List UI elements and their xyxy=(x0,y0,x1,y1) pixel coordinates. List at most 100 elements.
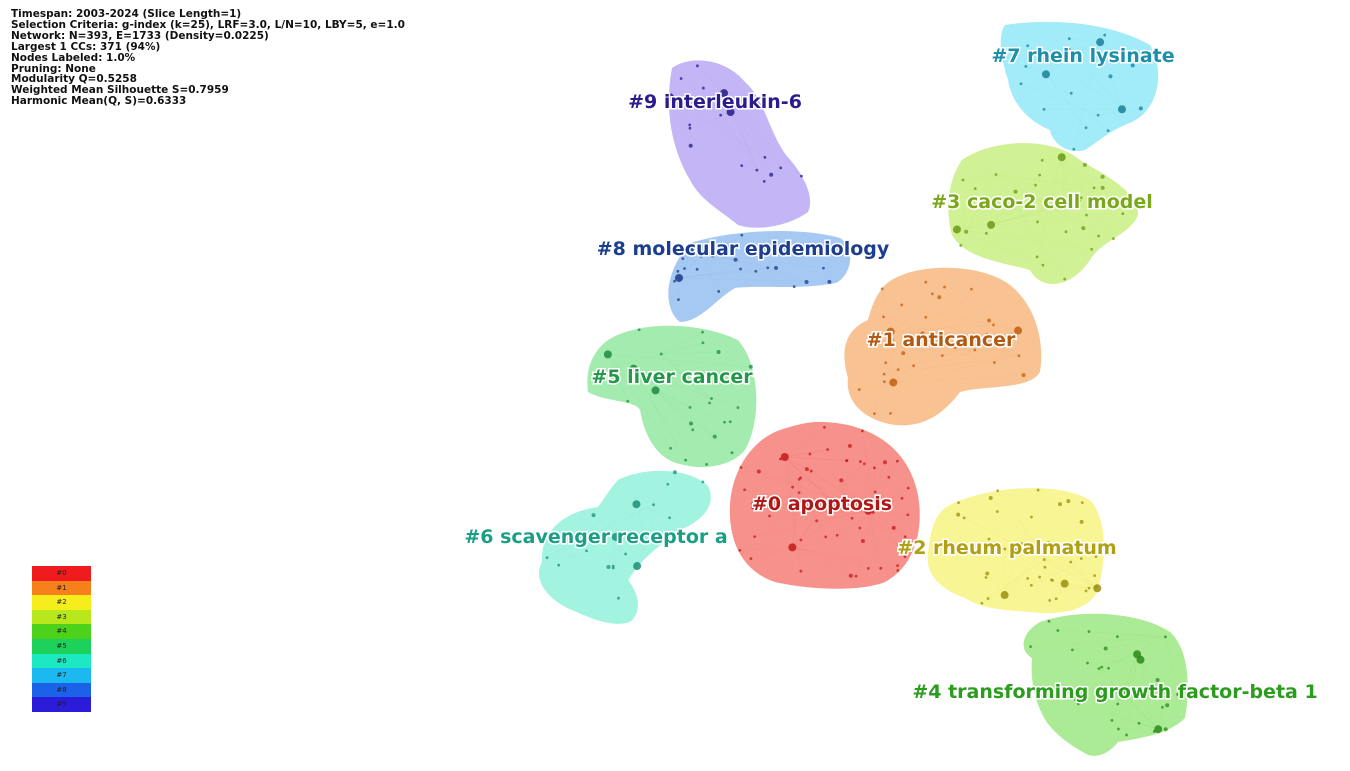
network-node[interactable] xyxy=(800,174,803,178)
network-node[interactable] xyxy=(1084,589,1088,593)
cluster-2-label[interactable]: #2 rheum palmatum xyxy=(896,536,1118,561)
network-node[interactable] xyxy=(1096,113,1100,117)
cluster-9-label[interactable]: #9 interleukin-6 xyxy=(627,90,804,115)
network-node[interactable] xyxy=(673,279,676,283)
network-node[interactable] xyxy=(956,512,961,517)
network-node[interactable] xyxy=(1084,126,1088,130)
network-node[interactable] xyxy=(753,535,757,539)
network-node[interactable] xyxy=(1043,565,1047,569)
network-node[interactable] xyxy=(1072,147,1076,151)
network-node[interactable] xyxy=(632,500,641,509)
network-node[interactable] xyxy=(665,93,674,102)
network-node[interactable] xyxy=(1036,220,1039,224)
network-node[interactable] xyxy=(755,168,759,172)
network-node[interactable] xyxy=(895,459,899,463)
network-node[interactable] xyxy=(1050,196,1054,199)
network-node[interactable] xyxy=(683,267,686,270)
network-node[interactable] xyxy=(903,555,907,559)
network-node[interactable] xyxy=(1056,692,1060,696)
network-node[interactable] xyxy=(1029,645,1032,649)
cluster-3-label[interactable]: #3 caco-2 cell model xyxy=(930,190,1155,215)
network-node[interactable] xyxy=(1112,237,1115,241)
network-node[interactable] xyxy=(751,505,756,510)
network-node[interactable] xyxy=(858,498,862,502)
network-node[interactable] xyxy=(995,510,999,513)
network-node[interactable] xyxy=(896,368,900,372)
network-node[interactable] xyxy=(1086,661,1089,665)
network-node[interactable] xyxy=(688,126,692,130)
network-node[interactable] xyxy=(996,489,1000,493)
network-node[interactable] xyxy=(900,303,904,307)
network-node[interactable] xyxy=(903,535,907,539)
network-node[interactable] xyxy=(1030,515,1033,519)
network-node[interactable] xyxy=(1041,70,1050,79)
network-node[interactable] xyxy=(896,564,899,568)
network-node[interactable] xyxy=(799,569,803,573)
network-node[interactable] xyxy=(1034,183,1037,187)
network-node[interactable] xyxy=(984,576,988,579)
network-node[interactable] xyxy=(688,406,692,409)
network-node[interactable] xyxy=(829,246,833,250)
network-node[interactable] xyxy=(973,187,977,190)
network-node[interactable] xyxy=(701,341,705,345)
network-node[interactable] xyxy=(1107,666,1110,670)
cluster-7-label[interactable]: #7 rhein lysinate xyxy=(990,44,1176,69)
network-node[interactable] xyxy=(988,496,993,501)
network-node[interactable] xyxy=(839,478,844,483)
network-node[interactable] xyxy=(1067,37,1071,41)
network-node[interactable] xyxy=(850,516,854,520)
network-node[interactable] xyxy=(873,490,877,494)
network-node[interactable] xyxy=(882,380,886,384)
network-node[interactable] xyxy=(952,225,961,234)
cluster-1-label[interactable]: #1 anticancer xyxy=(865,328,1017,353)
network-node[interactable] xyxy=(1097,234,1101,238)
network-node[interactable] xyxy=(1014,326,1023,335)
network-node[interactable] xyxy=(719,113,723,117)
network-node[interactable] xyxy=(808,452,812,456)
network-node[interactable] xyxy=(1013,189,1018,194)
network-node[interactable] xyxy=(984,231,988,235)
network-node[interactable] xyxy=(961,178,965,182)
network-node[interactable] xyxy=(748,364,753,369)
network-node[interactable] xyxy=(906,486,910,490)
network-node[interactable] xyxy=(740,233,744,237)
network-node[interactable] xyxy=(889,378,898,387)
network-node[interactable] xyxy=(1047,619,1051,623)
network-node[interactable] xyxy=(891,525,896,530)
cluster-0-label[interactable]: #0 apoptosis xyxy=(750,492,893,517)
network-node[interactable] xyxy=(733,257,738,262)
network-node[interactable] xyxy=(986,597,990,600)
network-node[interactable] xyxy=(716,349,721,354)
cluster-0-region[interactable] xyxy=(729,421,920,589)
network-node[interactable] xyxy=(1040,158,1044,162)
network-node[interactable] xyxy=(684,458,688,462)
network-node[interactable] xyxy=(880,287,884,291)
network-node[interactable] xyxy=(906,513,910,517)
network-node[interactable] xyxy=(585,549,588,553)
network-node[interactable] xyxy=(804,280,809,285)
network-node[interactable] xyxy=(672,470,677,475)
network-node[interactable] xyxy=(686,247,695,256)
network-node[interactable] xyxy=(603,350,612,359)
network-node[interactable] xyxy=(1064,230,1068,234)
network-node[interactable] xyxy=(797,491,801,495)
network-node[interactable] xyxy=(924,280,928,284)
network-node[interactable] xyxy=(696,64,699,68)
cluster-3-region[interactable] xyxy=(948,143,1139,284)
network-node[interactable] xyxy=(736,406,740,410)
network-node[interactable] xyxy=(676,269,680,273)
network-node[interactable] xyxy=(1054,597,1058,601)
network-node[interactable] xyxy=(1042,558,1046,562)
network-node[interactable] xyxy=(1097,667,1101,670)
network-node[interactable] xyxy=(845,459,849,462)
network-node[interactable] xyxy=(730,451,734,455)
cluster-9-region[interactable] xyxy=(668,60,811,228)
network-node[interactable] xyxy=(1092,186,1096,190)
network-node[interactable] xyxy=(951,341,956,346)
network-node[interactable] xyxy=(1013,547,1018,552)
network-node[interactable] xyxy=(740,164,744,168)
network-node[interactable] xyxy=(1125,733,1128,737)
network-node[interactable] xyxy=(860,539,865,544)
network-node[interactable] xyxy=(792,285,796,289)
network-node[interactable] xyxy=(624,552,628,556)
